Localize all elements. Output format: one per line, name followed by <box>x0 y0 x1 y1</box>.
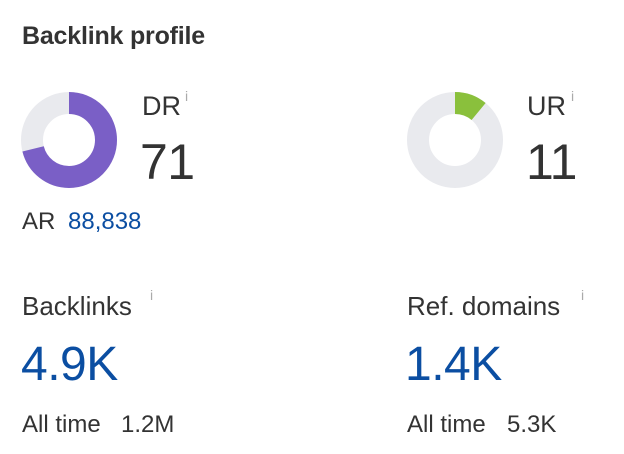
ref-domains-all-time-label: All time <box>407 411 486 438</box>
ur-info-icon[interactable]: i <box>571 88 575 104</box>
backlinks-value-link[interactable]: 4.9K <box>21 338 118 391</box>
backlinks-info-icon[interactable]: i <box>150 287 154 303</box>
widget-title: Backlink profile <box>22 22 205 50</box>
dr-donut-fill <box>21 92 117 188</box>
ur-donut-track <box>407 92 503 188</box>
dr-donut-chart <box>21 92 117 188</box>
ref-domains-all-time-value: 5.3K <box>507 411 557 438</box>
ur-value: 11 <box>526 134 577 190</box>
ref-domains-info-icon[interactable]: i <box>581 287 585 303</box>
ur-donut-fill <box>407 92 503 188</box>
ar-label: AR <box>22 208 56 235</box>
ref-domains-label: Ref. domains <box>407 291 561 321</box>
backlinks-all-time-label: All time <box>22 411 101 438</box>
ref-domains-value-link[interactable]: 1.4K <box>405 338 502 391</box>
backlinks-label: Backlinks <box>22 291 132 321</box>
ar-value-link[interactable]: 88,838 <box>68 208 142 235</box>
dr-value: 71 <box>140 134 195 190</box>
backlinks-all-time-value: 1.2M <box>121 411 175 438</box>
dr-label: DR <box>142 91 181 121</box>
ur-label: UR <box>527 91 566 121</box>
ur-donut-chart <box>407 92 503 188</box>
dr-info-icon[interactable]: i <box>185 88 189 104</box>
